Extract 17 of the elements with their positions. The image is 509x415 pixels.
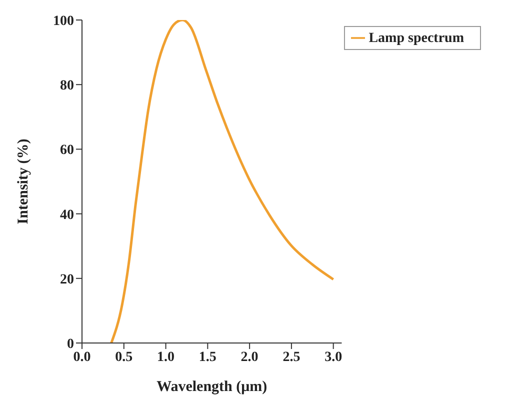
x-tick-label: 1.0 — [157, 350, 175, 365]
y-tick-label: 100 — [53, 14, 74, 29]
y-tick-label: 0 — [67, 336, 74, 352]
y-tick-label: 60 — [60, 143, 74, 158]
line-series — [110, 20, 335, 343]
y-tick-label: 80 — [60, 78, 74, 94]
x-tick-label: 2.5 — [282, 350, 300, 365]
y-tick-label: 40 — [60, 208, 74, 223]
x-tick-label: 0.5 — [115, 350, 133, 365]
x-tick-label: 3.0 — [324, 350, 342, 365]
legend-label: Lamp spectrum — [368, 31, 464, 46]
x-tick-label: 1.5 — [198, 350, 216, 365]
x-tick-label: 2.0 — [240, 350, 258, 365]
y-tick-label: 20 — [60, 272, 74, 288]
x-tick-label: 0.0 — [73, 350, 91, 365]
y-axis-title: Intensity (%) — [15, 138, 32, 224]
x-axis-title: Wavelength (μm) — [156, 379, 268, 395]
